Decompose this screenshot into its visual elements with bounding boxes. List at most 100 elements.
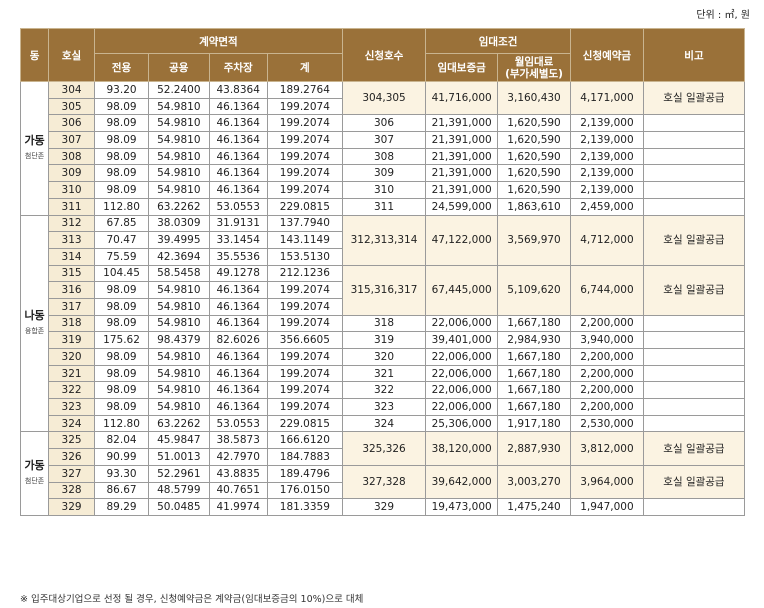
note-cell xyxy=(642,147,746,166)
apply-cell: 304,305 xyxy=(341,80,427,116)
deposit-cell: 22,006,000 xyxy=(425,348,499,366)
area-exclusive: 175.62 xyxy=(93,331,150,349)
area-exclusive: 112.80 xyxy=(93,197,150,216)
area-total: 137.7940 xyxy=(266,214,343,233)
rent-cell: 1,620,590 xyxy=(497,181,571,199)
rent-cell: 1,917,180 xyxy=(497,414,571,433)
table-row: 305 98.09 54.9810 46.1364 199.2074 xyxy=(21,97,745,116)
area-common: 48.5799 xyxy=(148,481,210,500)
table-row: 329 89.29 50.0485 41.9974 181.3359 329 19,473,… xyxy=(21,498,746,516)
deposit-cell: 22,006,000 xyxy=(425,364,499,383)
table-row: 315 104.45 58.5458 49.1278 212.1236 315,316,3… xyxy=(21,264,746,316)
area-parking: 46.1364 xyxy=(208,314,268,333)
area-exclusive: 67.85 xyxy=(93,214,150,233)
table-row: 328 86.67 48.5799 40.7651 176.0150 xyxy=(21,481,745,500)
note-cell xyxy=(642,331,746,349)
area-parking: 46.1364 xyxy=(208,281,268,299)
reserve-cell: 2,200,000 xyxy=(569,348,644,366)
apply-cell: 318 xyxy=(341,314,427,333)
table-row: 306 98.09 54.9810 46.1364 199.2074 306 21,391,… xyxy=(21,114,746,133)
area-exclusive: 98.09 xyxy=(93,281,150,299)
table-row: 321 98.09 54.9810 46.1364 199.2074 321 22,006,… xyxy=(21,364,746,383)
area-common: 98.4379 xyxy=(148,331,210,349)
apply-cell: 315,316,317 xyxy=(341,264,427,316)
hosil-cell: 305 xyxy=(48,97,95,116)
table-row: 308 98.09 54.9810 46.1364 199.2074 308 21,391,… xyxy=(21,147,746,166)
area-parking: 43.8364 xyxy=(208,81,268,99)
area-common: 54.9810 xyxy=(148,97,210,116)
area-common: 54.9810 xyxy=(148,364,210,383)
apply-cell: 322 xyxy=(341,381,427,400)
area-parking: 46.1364 xyxy=(208,297,268,316)
apply-cell: 327,328 xyxy=(341,464,427,500)
area-total: 356.6605 xyxy=(266,331,343,349)
dong-name: 가동 xyxy=(24,133,45,147)
area-exclusive: 98.09 xyxy=(93,381,150,400)
area-total: 189.2764 xyxy=(266,81,343,99)
deposit-cell: 22,006,000 xyxy=(425,314,499,333)
note-cell: 호실 일괄공급 xyxy=(642,464,746,500)
deposit-cell: 25,306,000 xyxy=(425,414,499,433)
area-exclusive: 93.20 xyxy=(93,81,150,99)
area-total: 199.2074 xyxy=(266,131,343,149)
table-row: 324 112.80 63.2262 53.0553 229.0815 324 25,306… xyxy=(21,414,746,433)
rent-cell: 1,620,590 xyxy=(497,131,571,149)
hosil-cell: 307 xyxy=(48,131,95,149)
dong-cell: 가동 첨단존 xyxy=(19,431,50,516)
area-total: 181.3359 xyxy=(266,498,343,516)
table-row: 가동 첨단존 325 82.04 45.9847 38.5873 166.6120 325,3… xyxy=(19,431,746,516)
hosil-cell: 323 xyxy=(48,398,95,416)
hosil-cell: 316 xyxy=(48,281,95,299)
note-cell xyxy=(642,197,746,216)
area-total: 143.1149 xyxy=(266,231,343,249)
hosil-cell: 328 xyxy=(48,481,95,500)
note-cell xyxy=(642,364,746,383)
reserve-cell: 2,139,000 xyxy=(569,131,644,149)
note-cell: 호실 일괄공급 xyxy=(642,80,746,116)
note-cell xyxy=(642,381,746,400)
area-common: 38.0309 xyxy=(148,214,210,233)
dong-zone: 첨단존 xyxy=(24,477,45,486)
deposit-cell: 24,599,000 xyxy=(425,197,499,216)
apply-cell: 320 xyxy=(341,348,427,366)
header-note: 비고 xyxy=(642,28,746,82)
area-common: 39.4995 xyxy=(148,231,210,249)
area-total: 199.2074 xyxy=(266,114,343,133)
hosil-cell: 308 xyxy=(48,147,95,166)
reserve-cell: 3,940,000 xyxy=(569,331,644,349)
area-parking: 82.6026 xyxy=(208,331,268,349)
reserve-cell: 2,530,000 xyxy=(569,414,644,433)
deposit-cell: 39,401,000 xyxy=(425,331,499,349)
header-area-exclusive: 전용 xyxy=(93,53,150,82)
area-common: 42.3694 xyxy=(148,247,210,266)
hosil-cell: 329 xyxy=(48,498,95,516)
area-exclusive: 98.09 xyxy=(93,114,150,133)
table-row: 311 112.80 63.2262 53.0553 229.0815 311 24,599… xyxy=(21,197,746,216)
deposit-cell: 21,391,000 xyxy=(425,181,499,199)
area-total: 166.6120 xyxy=(266,431,343,450)
area-parking: 41.9974 xyxy=(208,498,268,516)
apply-cell: 319 xyxy=(341,331,427,349)
table-body: 가동 첨단존 304 93.20 52.2400 43.8364 189.2764 304,3… xyxy=(19,80,746,516)
hosil-cell: 319 xyxy=(48,331,95,349)
reserve-cell: 2,139,000 xyxy=(569,164,644,183)
rent-cell: 1,620,590 xyxy=(497,147,571,166)
area-common: 54.9810 xyxy=(148,281,210,299)
deposit-cell: 22,006,000 xyxy=(425,381,499,400)
table-row: 326 90.99 51.0013 42.7970 184.7883 xyxy=(21,448,745,466)
reserve-cell: 2,139,000 xyxy=(569,114,644,133)
area-common: 54.9810 xyxy=(148,297,210,316)
table-row: 나동 융합존 312 67.85 38.0309 31.9131 137.7940 312,3… xyxy=(19,214,746,433)
hosil-cell: 325 xyxy=(48,431,95,450)
area-exclusive: 112.80 xyxy=(93,414,150,433)
hosil-cell: 324 xyxy=(48,414,95,433)
note-cell xyxy=(642,164,746,183)
area-common: 52.2400 xyxy=(148,81,210,99)
hosil-cell: 318 xyxy=(48,314,95,333)
area-common: 54.9810 xyxy=(148,147,210,166)
table-row: 313 70.47 39.4995 33.1454 143.1149 xyxy=(21,231,745,249)
area-common: 52.2961 xyxy=(148,464,210,483)
hosil-cell: 326 xyxy=(48,448,95,466)
reserve-cell: 2,200,000 xyxy=(569,398,644,416)
rent-cell: 2,984,930 xyxy=(497,331,571,349)
